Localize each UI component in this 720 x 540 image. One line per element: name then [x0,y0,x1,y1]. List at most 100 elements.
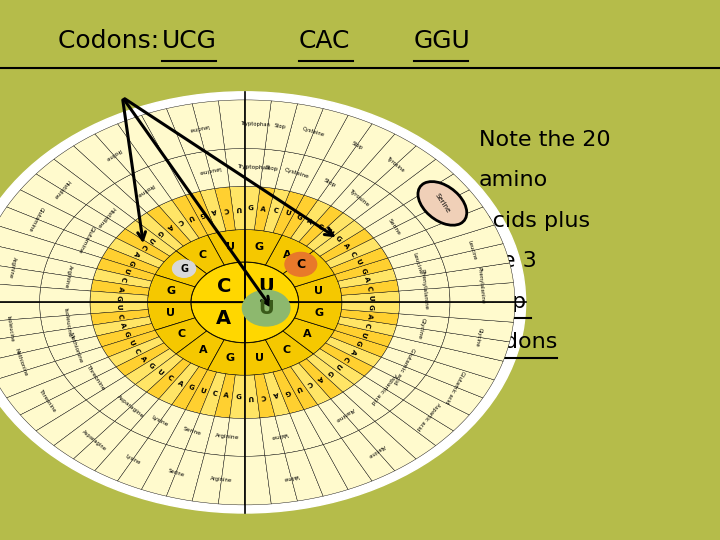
Text: Proline: Proline [135,183,155,198]
Wedge shape [299,359,343,399]
Text: Leucine: Leucine [411,252,423,275]
Wedge shape [91,309,150,325]
Text: Asparagine: Asparagine [116,394,145,419]
Wedge shape [148,274,195,302]
Wedge shape [254,374,275,418]
Wedge shape [245,418,265,456]
Wedge shape [230,186,245,230]
Text: G: G [225,353,235,363]
Circle shape [0,92,526,513]
Wedge shape [36,159,99,205]
Wedge shape [341,302,400,314]
Wedge shape [283,318,335,354]
Wedge shape [304,160,341,200]
Text: C: C [132,347,140,355]
Wedge shape [364,367,415,400]
Wedge shape [441,244,510,272]
Wedge shape [95,430,148,481]
Text: A: A [166,222,174,231]
Text: C: C [283,345,291,355]
Wedge shape [55,230,108,258]
Wedge shape [399,302,450,318]
Text: U: U [148,235,156,243]
Wedge shape [313,349,364,384]
Wedge shape [172,195,207,238]
Text: Glutamic acid: Glutamic acid [392,347,415,385]
Wedge shape [273,370,304,414]
Text: Leucine: Leucine [467,240,477,261]
Text: Valine: Valine [271,430,289,439]
Wedge shape [90,302,148,314]
Wedge shape [192,101,225,151]
Text: A: A [211,207,217,214]
Text: A: A [364,276,371,283]
Text: Leucine: Leucine [198,165,221,174]
Text: Phenylalanine: Phenylalanine [477,266,485,303]
Circle shape [285,252,317,276]
Text: A: A [117,286,124,292]
Text: Arginine: Arginine [7,256,17,279]
Text: the 3: the 3 [479,251,544,271]
Text: C: C [349,250,357,258]
Wedge shape [215,187,235,231]
Wedge shape [320,229,374,262]
Text: A: A [366,313,373,319]
Wedge shape [43,325,96,347]
Wedge shape [245,186,260,230]
Wedge shape [102,330,159,357]
Wedge shape [264,188,289,233]
Wedge shape [207,340,245,375]
Wedge shape [341,291,400,302]
Wedge shape [434,225,503,258]
Wedge shape [225,148,245,187]
Wedge shape [307,213,354,251]
Wedge shape [64,357,116,388]
Wedge shape [99,384,147,421]
Wedge shape [291,363,330,405]
Wedge shape [6,375,74,415]
Wedge shape [74,367,125,400]
Wedge shape [434,347,503,380]
Wedge shape [330,392,375,430]
Wedge shape [166,155,200,195]
Circle shape [243,291,290,326]
Wedge shape [166,104,204,155]
Text: G: G [166,286,175,296]
Text: G: G [148,362,156,370]
Text: Tryptophan: Tryptophan [237,164,270,171]
Text: Leucine: Leucine [188,123,209,132]
Text: U: U [258,299,274,318]
Wedge shape [73,421,131,471]
Wedge shape [307,354,354,392]
Wedge shape [116,229,170,262]
Wedge shape [0,302,40,322]
Text: C: C [178,329,186,339]
Wedge shape [131,167,172,206]
Wedge shape [43,258,96,280]
Wedge shape [245,456,271,505]
Wedge shape [148,302,195,330]
Text: U: U [255,353,264,363]
Wedge shape [90,291,148,302]
Wedge shape [172,367,207,410]
Wedge shape [135,354,183,392]
Wedge shape [0,361,64,398]
Text: U: U [315,286,323,296]
Wedge shape [54,146,114,193]
Wedge shape [294,274,342,302]
Wedge shape [95,124,148,174]
Wedge shape [245,100,271,149]
Wedge shape [166,450,204,501]
Text: Serine: Serine [387,218,402,237]
Text: G: G [235,394,242,400]
Wedge shape [446,263,513,287]
Wedge shape [388,336,441,361]
Wedge shape [73,134,131,184]
Wedge shape [0,244,48,272]
Wedge shape [340,309,399,325]
Text: A: A [272,390,279,397]
Text: U: U [199,388,206,395]
Wedge shape [91,280,150,295]
Wedge shape [390,400,454,445]
Text: U: U [367,295,374,301]
